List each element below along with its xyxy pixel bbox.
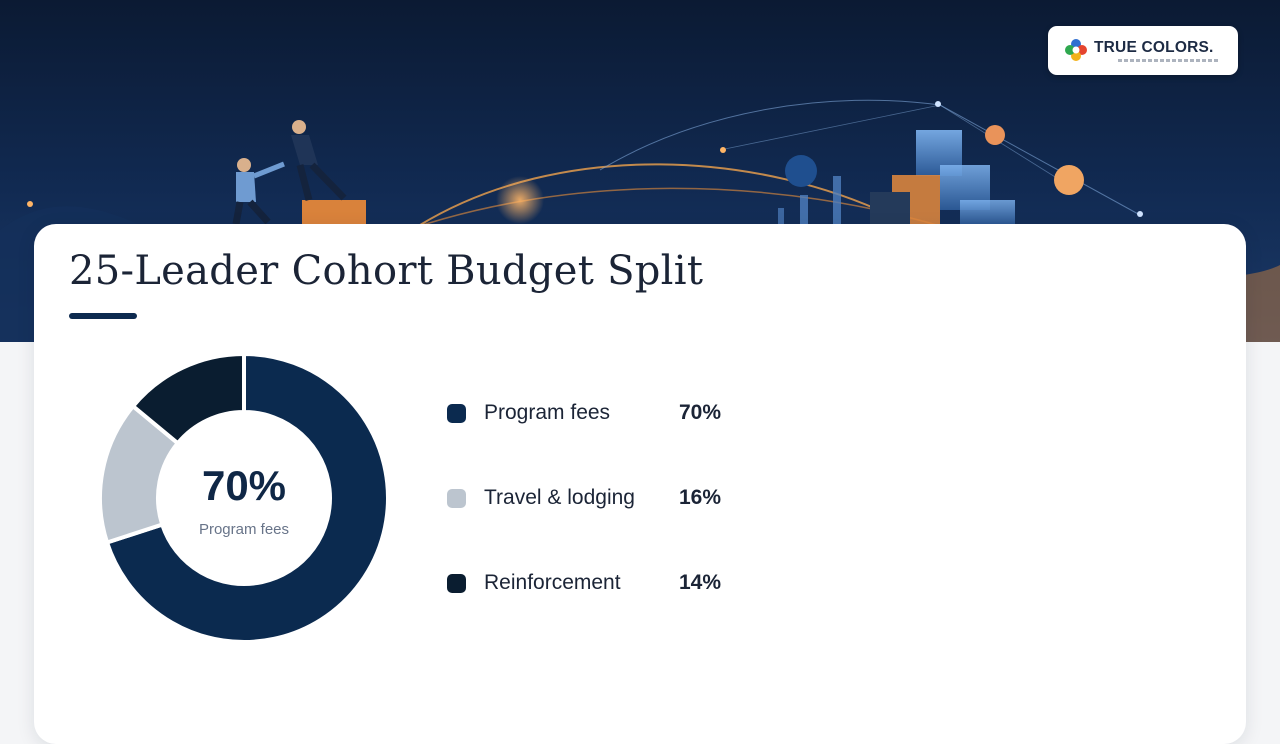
logo-petal-green [1065,45,1075,55]
legend-item-program-fees: Program fees 70% [446,399,766,429]
legend-label-travel-lodging: Travel & lodging [484,486,635,509]
donut-segment-program-fees [104,354,388,642]
title-underline [69,313,137,319]
brand-tagline [1118,59,1218,62]
legend-value-reinforcement: 14% [679,571,722,594]
legend-swatch-travel-lodging [447,489,466,508]
logo-icon [1065,39,1087,61]
brand-logo: TRUE COLORS. [1048,26,1238,75]
content-card: 25-Leader Cohort Budget Split 70% Progra… [34,224,1246,744]
donut-chart [100,354,388,642]
slide-title: 25-Leader Cohort Budget Split [69,248,704,294]
brand-name: TRUE COLORS. [1094,39,1214,56]
donut-center-label: Program fees [198,521,290,538]
legend-label-program-fees: Program fees [484,401,611,424]
legend-value-program-fees: 70% [679,401,722,424]
legend-swatch-reinforcement [447,574,466,593]
donut-segments [100,354,388,642]
donut-center-value: 70% [201,462,287,509]
legend-item-travel-lodging: Travel & lodging 16% [446,484,766,514]
donut-segment-reinforcement [130,354,246,446]
legend-item-reinforcement: Reinforcement 14% [446,569,766,599]
legend-label-reinforcement: Reinforcement [484,571,621,594]
legend-swatch-program-fees [447,404,466,423]
legend-value-travel-lodging: 16% [679,486,722,509]
